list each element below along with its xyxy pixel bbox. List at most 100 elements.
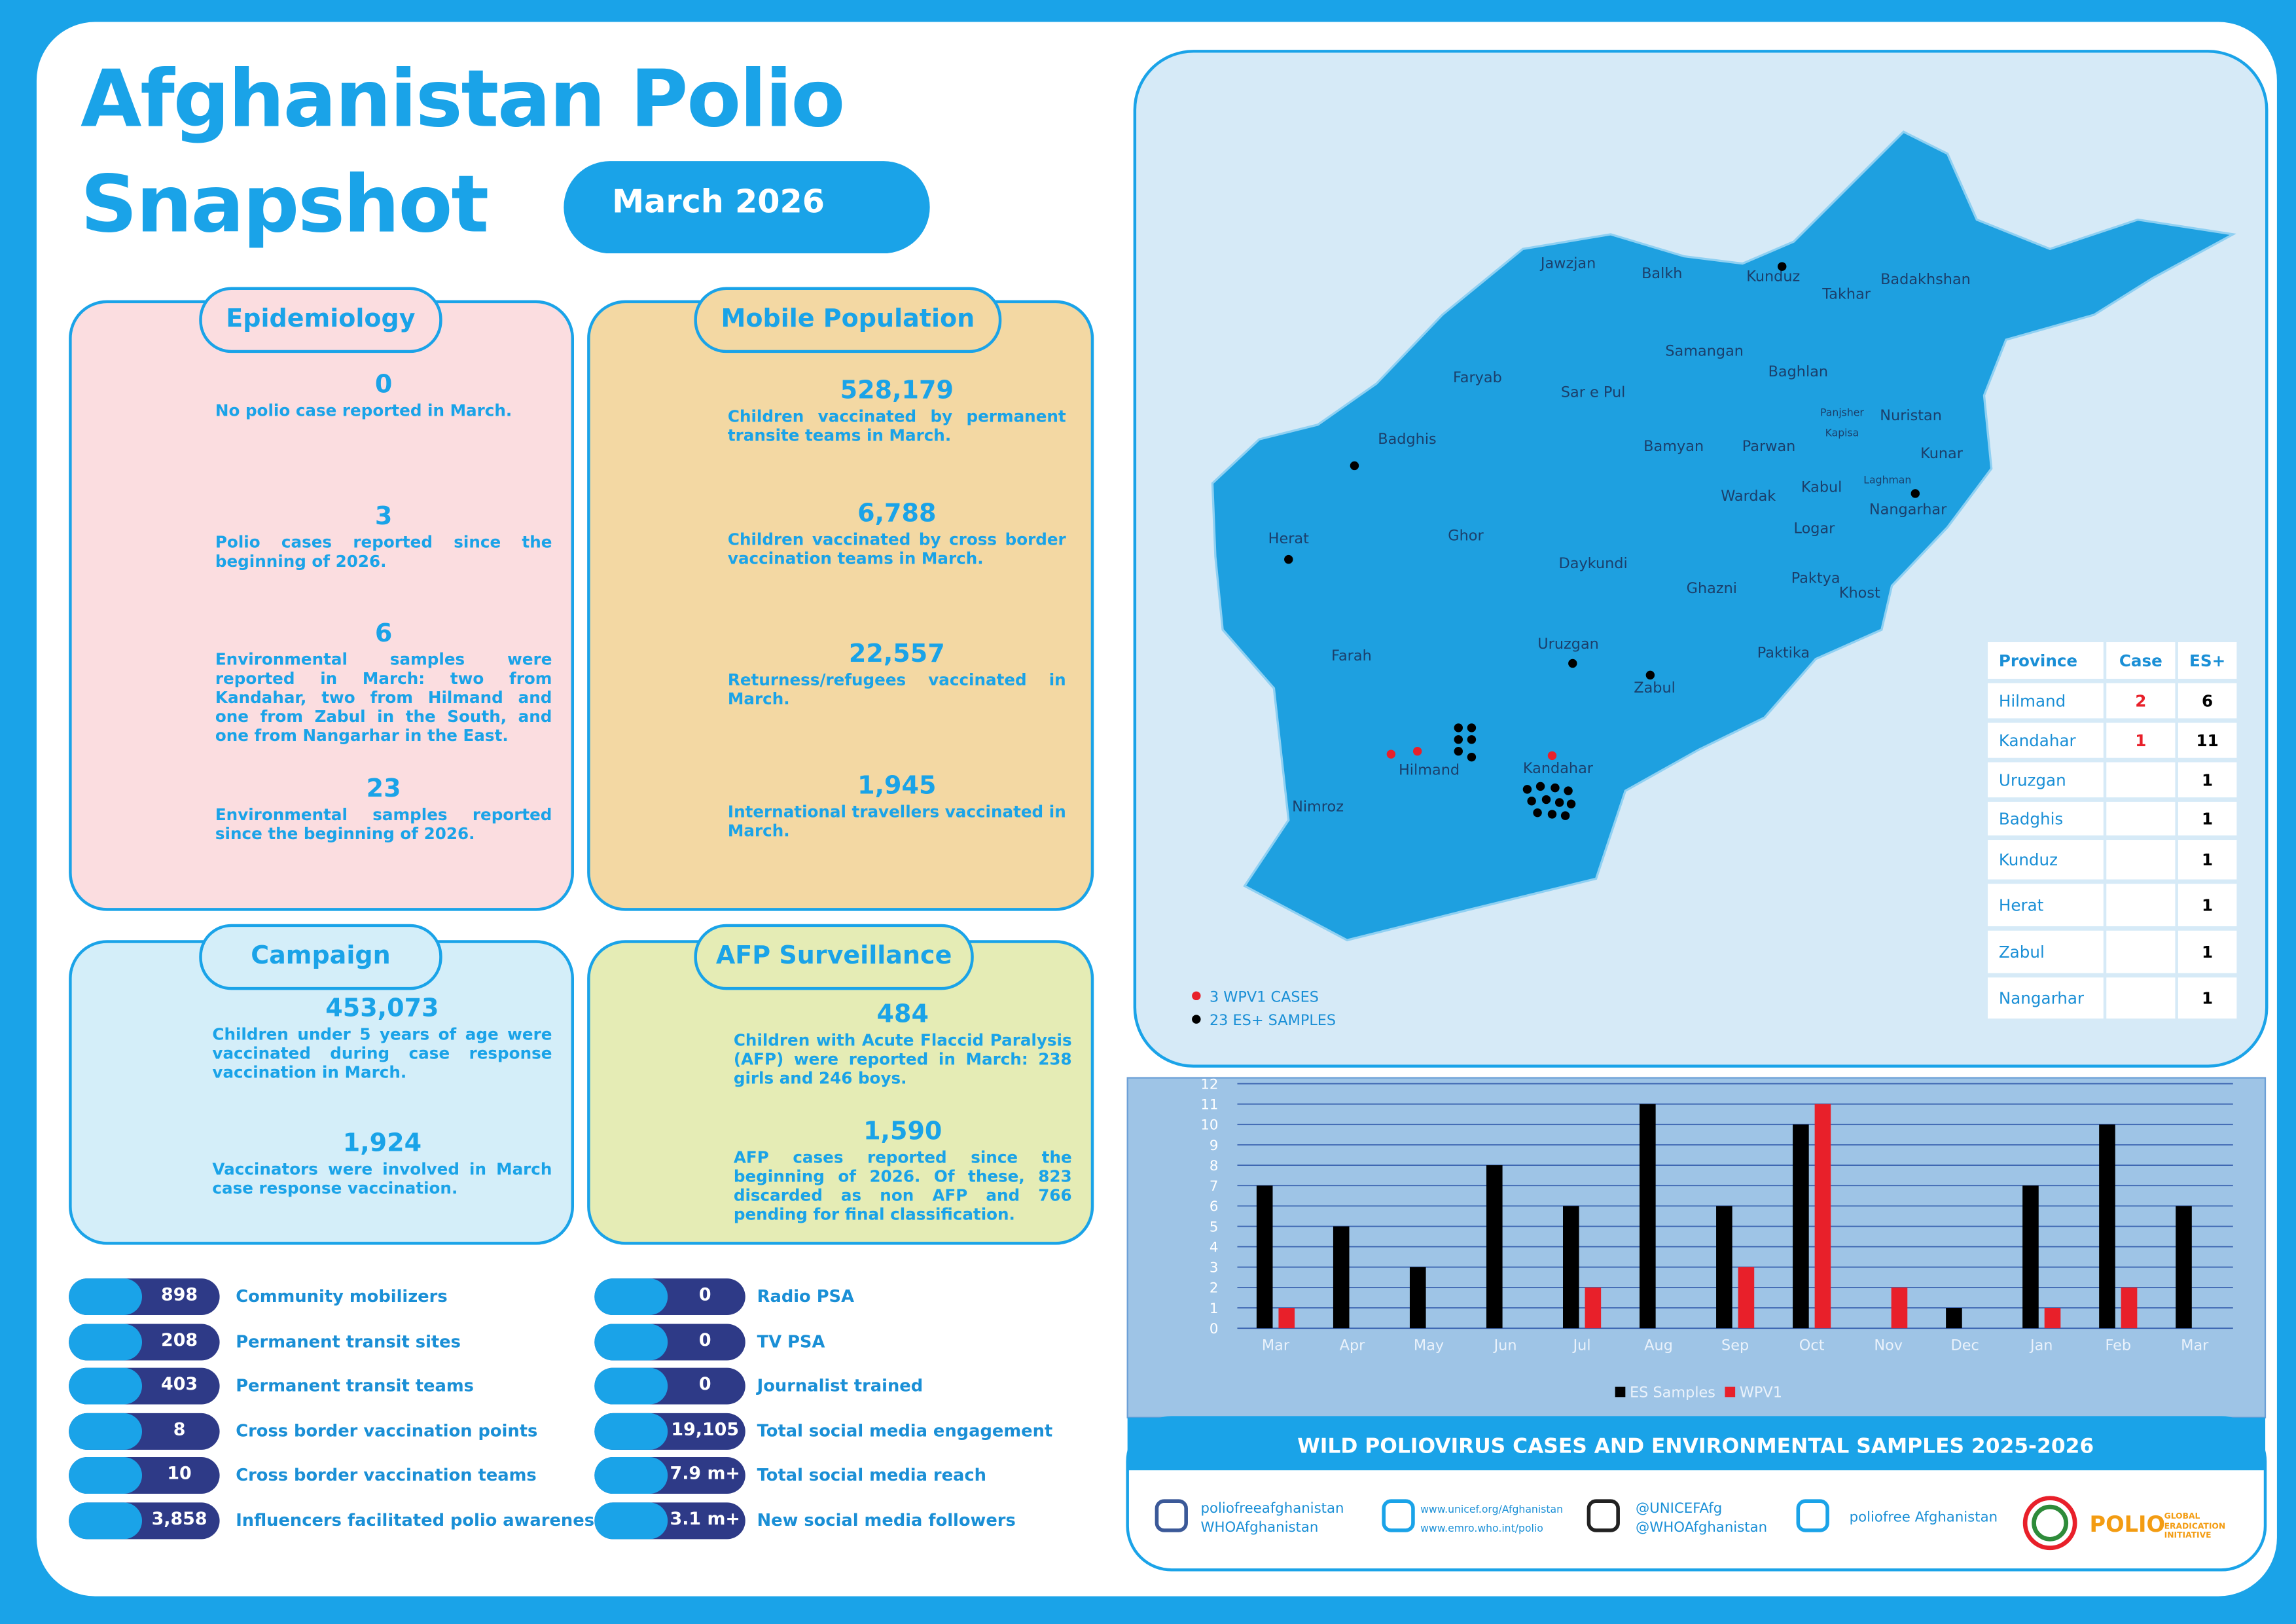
- stat-block: 22,557 Returness/refugees vaccinated in M…: [727, 638, 1066, 709]
- stat-number: 1,590: [863, 1117, 942, 1147]
- social-icon: [1155, 1499, 1188, 1532]
- table-cell: [2176, 640, 2238, 681]
- province-label: Wardak: [1721, 488, 1776, 505]
- x-tick-label: Oct: [1799, 1337, 1825, 1354]
- province-label: Jawzjan: [1539, 255, 1596, 272]
- province-label: Nuristan: [1880, 407, 1942, 424]
- province-label: Hilmand: [1399, 762, 1460, 779]
- es-sample-dot: [1454, 746, 1463, 756]
- stat-number: 3: [374, 502, 393, 532]
- stat-pill-number: 0: [698, 1373, 711, 1395]
- y-tick-label: 1: [1210, 1301, 1219, 1317]
- social-handle: poliofree Afghanistan: [1850, 1509, 1998, 1525]
- province-label: Kapisa: [1825, 427, 1859, 439]
- es-sample-dot: [1547, 810, 1557, 819]
- bar: [1640, 1104, 1656, 1329]
- table-cell: [2105, 882, 2177, 928]
- stat-text: Children under 5 years of age were vacci…: [212, 1025, 552, 1083]
- y-tick-label: 3: [1210, 1260, 1219, 1276]
- bar: [1486, 1165, 1503, 1329]
- stat-text: International travellers vaccinated in M…: [727, 803, 1066, 841]
- table-cell: [2105, 800, 2177, 837]
- province-label: Logar: [1794, 520, 1836, 537]
- table-cell: [1986, 721, 2106, 760]
- stat-block: 1,590 AFP cases reported since the beginn…: [734, 1116, 1072, 1225]
- stat-text: No polio case reported in March.: [215, 401, 512, 421]
- x-tick-label: Apr: [1340, 1337, 1365, 1354]
- stat-pill-icon: [69, 1368, 143, 1405]
- stat-label: Radio PSA: [757, 1286, 855, 1307]
- x-tick-label: Mar: [2181, 1337, 2209, 1354]
- es-sample-dot: [1467, 752, 1477, 762]
- stat-number: 453,073: [325, 994, 439, 1024]
- social-icon: [1382, 1499, 1415, 1532]
- map-legend-label: 23 ES+ SAMPLES: [1210, 1012, 1336, 1029]
- chart-title: WILD POLIOVIRUS CASES AND ENVIRONMENTAL …: [1297, 1434, 2094, 1458]
- stat-label: Influencers facilitated polio awareness: [236, 1509, 605, 1530]
- bar: [1562, 1206, 1579, 1329]
- stat-block: 0 No polio case reported in March.: [215, 369, 552, 420]
- es-sample-dot: [1551, 783, 1560, 793]
- map-legend-label: 3 WPV1 CASES: [1210, 988, 1319, 1005]
- table-cell-text: 1: [2202, 896, 2213, 915]
- es-sample-dot: [1778, 262, 1787, 271]
- wpv1-case-dot: [1547, 751, 1557, 761]
- stat-label: Permanent transit teams: [236, 1375, 474, 1396]
- bar: [1333, 1226, 1350, 1329]
- table-cell: [2176, 929, 2238, 975]
- stat-pill-number: 7.9 m+: [670, 1463, 740, 1485]
- stat-text: Returness/refugees vaccinated in March.: [727, 670, 1066, 709]
- logo-subtext: GLOBAL ERADICATION INITIATIVE: [2164, 1513, 2226, 1541]
- stat-number: 528,179: [840, 376, 954, 406]
- table-cell-text: Nangarhar: [1999, 989, 2085, 1008]
- bar: [2022, 1185, 2039, 1329]
- table-cell: [1986, 640, 2106, 681]
- stat-pill-icon: [594, 1502, 668, 1540]
- chart-banner: [1127, 1417, 2266, 1471]
- es-sample-dot: [1522, 785, 1532, 794]
- es-sample-dot: [1560, 811, 1570, 820]
- chart-panel: [1126, 1077, 2267, 1418]
- province-label: Baghlan: [1768, 363, 1828, 380]
- table-cell-text: 1: [2202, 989, 2213, 1008]
- stat-label: Permanent transit sites: [236, 1330, 461, 1352]
- stat-number: 1,945: [857, 772, 937, 801]
- stat-label: Total social media engagement: [757, 1420, 1053, 1441]
- bar: [1946, 1308, 1962, 1329]
- province-label: Kunar: [1920, 445, 1964, 462]
- table-cell-text: Herat: [1999, 896, 2044, 915]
- x-tick-label: Nov: [1874, 1337, 1903, 1354]
- section-title: Epidemiology: [199, 287, 442, 353]
- legend-label: ES Samples: [1630, 1384, 1715, 1401]
- stat-pill-number: 0: [698, 1284, 711, 1305]
- province-label: Ghor: [1448, 528, 1484, 545]
- bar: [1278, 1308, 1295, 1329]
- es-sample-dot: [1568, 659, 1577, 668]
- table-cell: [1986, 882, 2106, 928]
- wpv1-case-dot: [1412, 746, 1422, 756]
- table-cell-text: Hilmand: [1999, 691, 2066, 710]
- social-handle: poliofreeafghanistan: [1201, 1500, 1344, 1517]
- y-tick-label: 10: [1200, 1117, 1218, 1134]
- province-label: Bamyan: [1643, 438, 1704, 455]
- table-cell-text: Kandahar: [1999, 731, 2077, 750]
- section-title: Campaign: [199, 924, 442, 990]
- table-cell-text: 11: [2197, 731, 2219, 750]
- province-label: Farah: [1331, 647, 1372, 664]
- bar: [2044, 1308, 2061, 1329]
- table-cell: [2105, 640, 2177, 681]
- province-label: Kandahar: [1523, 760, 1594, 777]
- stat-pill-number: 0: [698, 1329, 711, 1350]
- table-cell-text: 1: [2202, 943, 2213, 962]
- table-cell: [2176, 838, 2238, 881]
- y-tick-label: 9: [1210, 1138, 1219, 1154]
- stat-number: 6: [374, 619, 393, 649]
- stat-pill-icon: [69, 1413, 143, 1450]
- stat-text: Environmental samples were reported in M…: [215, 650, 552, 746]
- table-cell: [2105, 721, 2177, 760]
- es-sample-dot: [1467, 735, 1477, 744]
- province-label: Daykundi: [1559, 555, 1628, 572]
- y-tick-label: 6: [1210, 1199, 1219, 1215]
- table-cell: [1986, 976, 2106, 1020]
- province-label: Paktika: [1757, 645, 1810, 662]
